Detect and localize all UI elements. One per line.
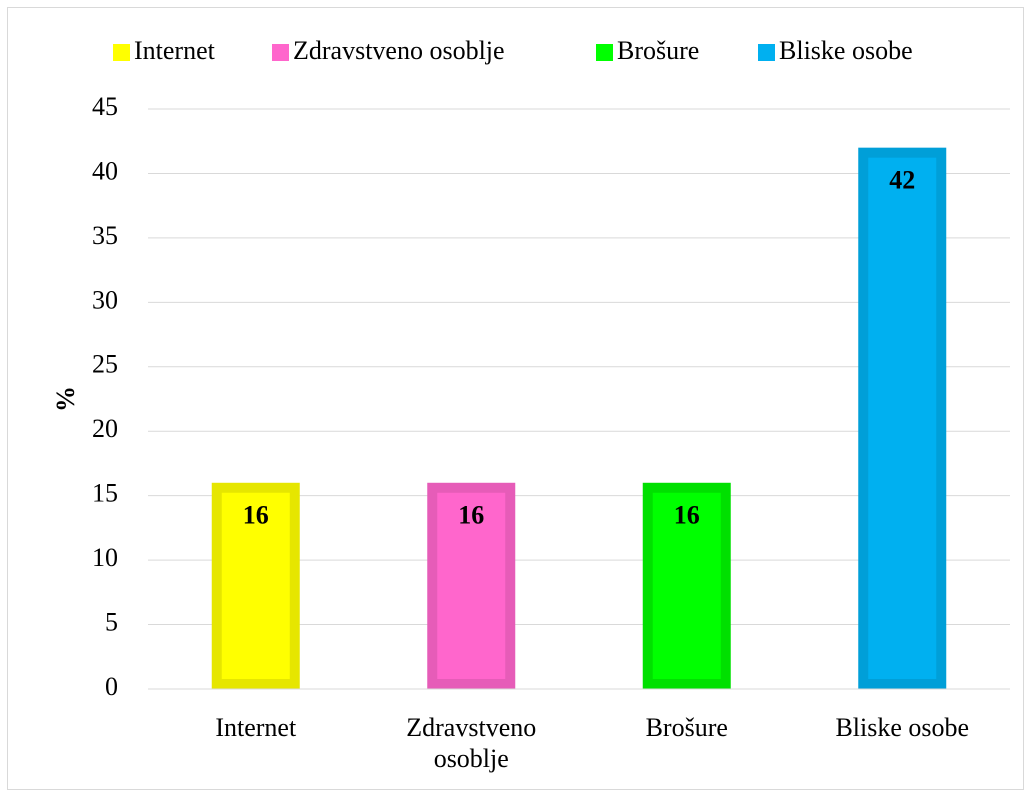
legend-swatch — [272, 44, 289, 61]
y-axis-label: % — [51, 386, 80, 412]
chart-border — [7, 7, 1024, 790]
x-tick-label: Internet — [215, 713, 297, 742]
y-tick-label: 45 — [92, 92, 118, 121]
legend-swatch — [596, 44, 613, 61]
legend-swatch — [758, 44, 775, 61]
y-tick-label: 40 — [92, 156, 118, 185]
data-label: 42 — [889, 166, 915, 195]
x-tick-label: Zdravstveno osoblje — [406, 713, 537, 773]
bar — [858, 147, 947, 689]
x-tick-label: Brošure — [645, 713, 728, 742]
legend-swatch — [113, 44, 130, 61]
y-tick-label: 10 — [92, 543, 118, 572]
y-tick-label: 15 — [92, 479, 118, 508]
legend-label: Bliske osobe — [779, 36, 913, 65]
y-tick-label: 5 — [105, 608, 118, 637]
x-tick-label: Bliske osobe — [835, 713, 970, 742]
y-tick-label: 30 — [92, 285, 118, 314]
y-tick-label: 25 — [92, 350, 118, 379]
data-label: 16 — [243, 501, 269, 530]
legend-label: Internet — [134, 36, 216, 65]
legend-label: Brošure — [617, 36, 699, 65]
bar — [427, 482, 516, 689]
y-tick-label: 0 — [105, 672, 118, 701]
bar — [642, 482, 731, 689]
legend-label: Zdravstveno osoblje — [293, 36, 505, 65]
data-label: 16 — [458, 501, 484, 530]
y-tick-label: 20 — [92, 414, 118, 443]
data-label: 16 — [674, 501, 700, 530]
bar — [211, 482, 300, 689]
y-tick-label: 35 — [92, 221, 118, 250]
